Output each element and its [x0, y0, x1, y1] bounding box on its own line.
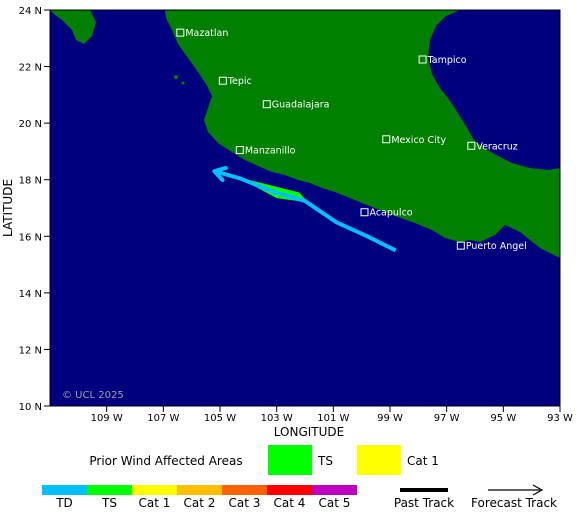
- affected-swatch-ts: [268, 445, 312, 475]
- scale-swatch: [42, 485, 87, 495]
- past-track-label: Past Track: [394, 496, 454, 510]
- scale-label: Cat 3: [229, 496, 261, 510]
- x-axis-label: LONGITUDE: [274, 425, 344, 439]
- scale-label: TS: [101, 496, 117, 510]
- y-tick-label: 16 N: [19, 232, 42, 243]
- city-marker: Mazatlan: [176, 28, 228, 39]
- city-square-icon: [218, 76, 227, 85]
- city-marker: Acapulco: [360, 208, 413, 219]
- city-square-icon: [235, 146, 244, 155]
- scale-swatch: [87, 485, 132, 495]
- y-tick-label: 14 N: [19, 289, 42, 300]
- x-tick-label: 95 W: [490, 413, 516, 424]
- scale-label: TD: [55, 496, 73, 510]
- city-markers: Mazatlan Tepic Guadalajara Manzanillo Tampic…: [176, 28, 527, 252]
- y-tick-label: 18 N: [19, 176, 42, 187]
- x-axis-ticks: 109 W 107 W 105 W 103 W 101 W 99 W 97 W 95 W 93 …: [91, 406, 573, 424]
- baja-california-tip: [50, 10, 96, 44]
- island: [174, 75, 178, 79]
- city-label: Puerto Angel: [466, 241, 527, 252]
- city-square-icon: [262, 100, 271, 109]
- scale-label: Cat 5: [319, 496, 351, 510]
- y-axis-label: LATITUDE: [1, 179, 15, 237]
- y-tick-label: 12 N: [19, 345, 42, 356]
- x-tick-label: 93 W: [547, 413, 573, 424]
- scale-label: Cat 2: [184, 496, 216, 510]
- city-label: Tepic: [227, 76, 252, 87]
- scale-swatch: [177, 485, 222, 495]
- x-tick-label: 97 W: [434, 413, 460, 424]
- copyright-text: © UCL 2025: [62, 390, 124, 401]
- affected-swatch-cat1: [357, 445, 401, 475]
- forecast-track-label: Forecast Track: [471, 496, 557, 510]
- y-tick-label: 20 N: [19, 119, 42, 130]
- map-panel: Mazatlan Tepic Guadalajara Manzanillo Tampic…: [49, 9, 561, 407]
- city-marker: Mexico City: [382, 135, 447, 146]
- scale-swatch: [132, 485, 177, 495]
- track-arrowhead-icon: [212, 165, 228, 183]
- scale-swatch: [267, 485, 312, 495]
- affected-areas-title: Prior Wind Affected Areas: [89, 454, 242, 468]
- city-square-icon: [382, 135, 391, 144]
- city-marker: Tampico: [418, 55, 467, 66]
- city-marker: Guadalajara: [262, 100, 330, 111]
- gulf-of-mexico: [428, 10, 560, 170]
- city-label: Tampico: [427, 55, 467, 66]
- x-tick-label: 99 W: [377, 413, 403, 424]
- track-line: [213, 169, 397, 253]
- city-square-icon: [176, 28, 185, 37]
- x-tick-label: 103 W: [261, 413, 293, 424]
- city-square-icon: [456, 241, 465, 250]
- scale-swatch: [222, 485, 267, 495]
- y-tick-label: 10 N: [19, 402, 42, 413]
- city-marker: Tepic: [218, 76, 252, 87]
- city-label: Acapulco: [370, 208, 413, 219]
- city-label: Mazatlan: [185, 28, 228, 39]
- x-tick-label: 109 W: [91, 413, 123, 424]
- forecast-track-arrow-icon: [532, 484, 544, 496]
- x-tick-label: 107 W: [147, 413, 179, 424]
- city-square-icon: [467, 141, 476, 150]
- city-label: Veracruz: [476, 141, 517, 152]
- y-tick-label: 24 N: [19, 6, 42, 17]
- city-square-icon: [418, 55, 427, 64]
- x-tick-label: 105 W: [204, 413, 236, 424]
- city-marker: Puerto Angel: [456, 241, 527, 252]
- city-label: Mexico City: [391, 135, 446, 146]
- storm-track: [212, 165, 397, 253]
- map-border: [49, 9, 561, 407]
- city-marker: Manzanillo: [235, 146, 296, 157]
- x-tick-label: 101 W: [317, 413, 349, 424]
- city-label: Guadalajara: [272, 100, 330, 111]
- city-square-icon: [360, 208, 369, 217]
- y-tick-label: 22 N: [19, 63, 42, 74]
- intensity-scale: TD TS Cat 1 Cat 2 Cat 3 Cat 4 Cat 5: [42, 485, 357, 510]
- city-label: Manzanillo: [245, 146, 296, 157]
- y-axis-ticks: 24 N 22 N 20 N 18 N 16 N 14 N 12 N 10 N: [19, 6, 50, 413]
- scale-label: Cat 4: [274, 496, 306, 510]
- city-marker: Veracruz: [467, 141, 518, 152]
- island: [181, 81, 185, 85]
- scale-label: Cat 1: [139, 496, 171, 510]
- affected-label-cat1: Cat 1: [407, 454, 439, 468]
- affected-label-ts: TS: [317, 454, 333, 468]
- legend: Prior Wind Affected Areas TS Cat 1 TD TS C…: [42, 445, 557, 510]
- scale-swatch: [312, 485, 357, 495]
- land-mass: [50, 10, 560, 258]
